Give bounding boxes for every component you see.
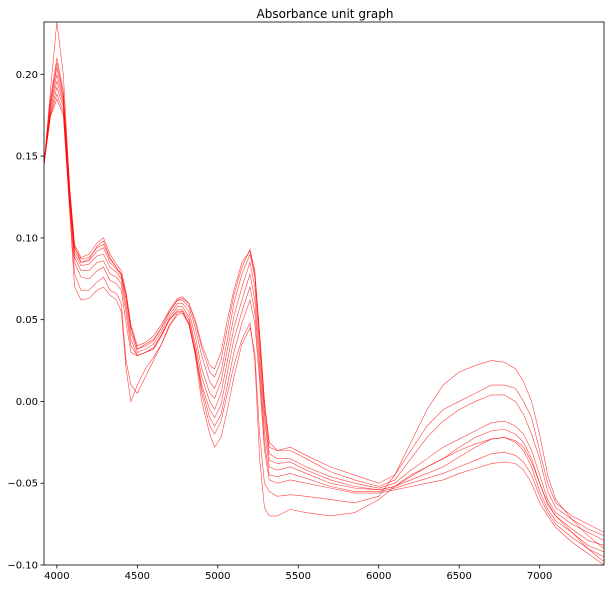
y-tick-label: −0.05 [7, 479, 38, 490]
x-axis: 4000 4500 5000 5500 6000 6500 7000 [44, 565, 552, 582]
series-line-1 [44, 22, 604, 533]
y-tick-label: 0.20 [16, 70, 38, 81]
x-tick-label: 6500 [446, 571, 471, 582]
series-line-6 [44, 80, 604, 558]
y-tick-label: 0.05 [16, 315, 38, 326]
series-line-3 [44, 62, 604, 541]
y-axis: −0.10 −0.05 0.00 0.05 0.10 0.15 0.20 [7, 70, 44, 572]
x-tick-label: 5000 [205, 571, 230, 582]
series-line-4 [44, 67, 604, 546]
series-line-8 [44, 93, 604, 549]
series-line-7 [44, 86, 604, 565]
series-line-2 [44, 57, 604, 536]
series-line-9 [44, 98, 604, 562]
y-tick-label: 0.15 [16, 152, 38, 163]
x-tick-label: 4000 [44, 571, 69, 582]
x-tick-label: 5500 [286, 571, 311, 582]
y-tick-label: 0.00 [16, 397, 38, 408]
chart-title: Absorbance unit graph [257, 7, 394, 21]
x-tick-label: 6000 [366, 571, 391, 582]
y-tick-label: −0.10 [7, 561, 38, 572]
plot-frame [43, 21, 605, 566]
series-layer [44, 22, 604, 565]
x-tick-label: 7000 [527, 571, 552, 582]
x-tick-label: 4500 [125, 571, 150, 582]
y-tick-label: 0.10 [16, 233, 38, 244]
